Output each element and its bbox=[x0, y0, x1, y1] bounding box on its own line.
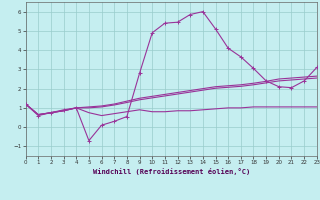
X-axis label: Windchill (Refroidissement éolien,°C): Windchill (Refroidissement éolien,°C) bbox=[92, 168, 250, 175]
